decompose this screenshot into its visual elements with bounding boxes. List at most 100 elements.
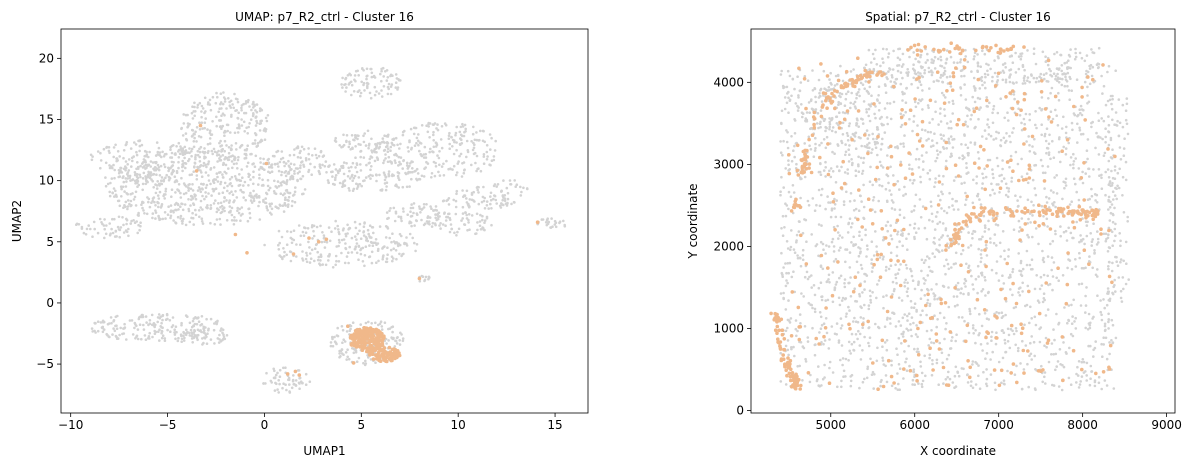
background-point [1107,318,1110,321]
background-point [355,360,359,364]
background-point [410,224,413,228]
background-point [164,193,167,196]
background-point [963,282,966,285]
background-point [519,194,523,197]
background-point [947,246,950,249]
background-point [409,127,413,131]
background-point [860,238,864,241]
background-point [384,236,388,239]
background-point [194,208,197,212]
background-point [361,246,365,250]
background-point [916,335,919,339]
background-point [822,69,826,73]
background-point [1052,156,1056,159]
background-point [334,140,338,143]
background-point [993,192,996,195]
background-point [419,142,423,145]
background-point [154,217,157,220]
background-point [940,351,944,355]
background-point [227,146,231,149]
background-point [907,329,910,332]
background-point [204,117,207,120]
background-point [171,171,174,174]
background-point [779,193,782,197]
background-point [858,294,862,298]
background-point [980,290,983,293]
background-point [345,86,348,89]
background-point [1002,282,1006,285]
background-point [370,261,374,265]
background-point [238,146,242,149]
background-point [800,292,803,295]
background-point [103,227,106,231]
background-point [1028,118,1031,122]
background-point [480,200,484,204]
background-point [355,170,359,174]
background-point [941,192,944,196]
background-point [1071,334,1075,338]
background-point [350,165,353,169]
background-point [457,160,460,163]
background-point [259,157,262,160]
background-point [910,167,914,171]
background-point [183,156,186,160]
background-point [804,360,808,363]
background-point [209,338,213,341]
background-point [1102,154,1106,157]
background-point [318,163,322,166]
background-point [482,199,486,203]
background-point [826,195,829,198]
background-point [436,128,440,132]
background-point [1051,239,1055,243]
background-point [790,275,794,279]
umap-title: UMAP: p7_R2_ctrl - Cluster 16 [235,10,414,24]
background-point [930,288,933,291]
background-point [344,76,348,80]
background-point [1092,348,1095,352]
background-point [294,383,298,387]
background-point [208,129,212,132]
background-point [222,200,226,203]
background-point [942,174,945,178]
background-point [1020,217,1024,220]
background-point [909,267,912,271]
background-point [840,379,843,383]
background-point [989,237,992,240]
background-point [417,143,420,147]
background-point [126,207,129,211]
background-point [389,145,393,149]
cluster-point [373,329,378,334]
background-point [136,161,139,164]
background-point [351,146,354,150]
background-point [1060,69,1063,73]
background-point [196,189,200,192]
background-point [364,359,367,363]
background-point [1045,201,1049,204]
background-point [899,324,903,327]
background-point [228,178,232,181]
background-point [926,255,929,258]
background-point [1097,153,1101,156]
background-point [200,315,204,318]
background-point [418,149,421,153]
background-point [452,152,456,156]
background-point [1072,177,1076,180]
background-point [839,95,842,99]
background-point [438,224,441,227]
background-point [494,198,498,202]
background-point [315,156,319,160]
background-point [899,142,902,146]
background-point [138,173,142,177]
background-point [244,111,248,115]
background-point [242,184,245,187]
background-point [1027,217,1030,221]
background-point [803,325,807,328]
background-point [909,299,913,303]
background-point [921,108,924,111]
background-point [1023,323,1026,327]
background-point [313,147,317,150]
background-point [220,125,224,129]
background-point [149,160,153,163]
background-point [427,125,431,128]
background-point [1019,273,1023,276]
